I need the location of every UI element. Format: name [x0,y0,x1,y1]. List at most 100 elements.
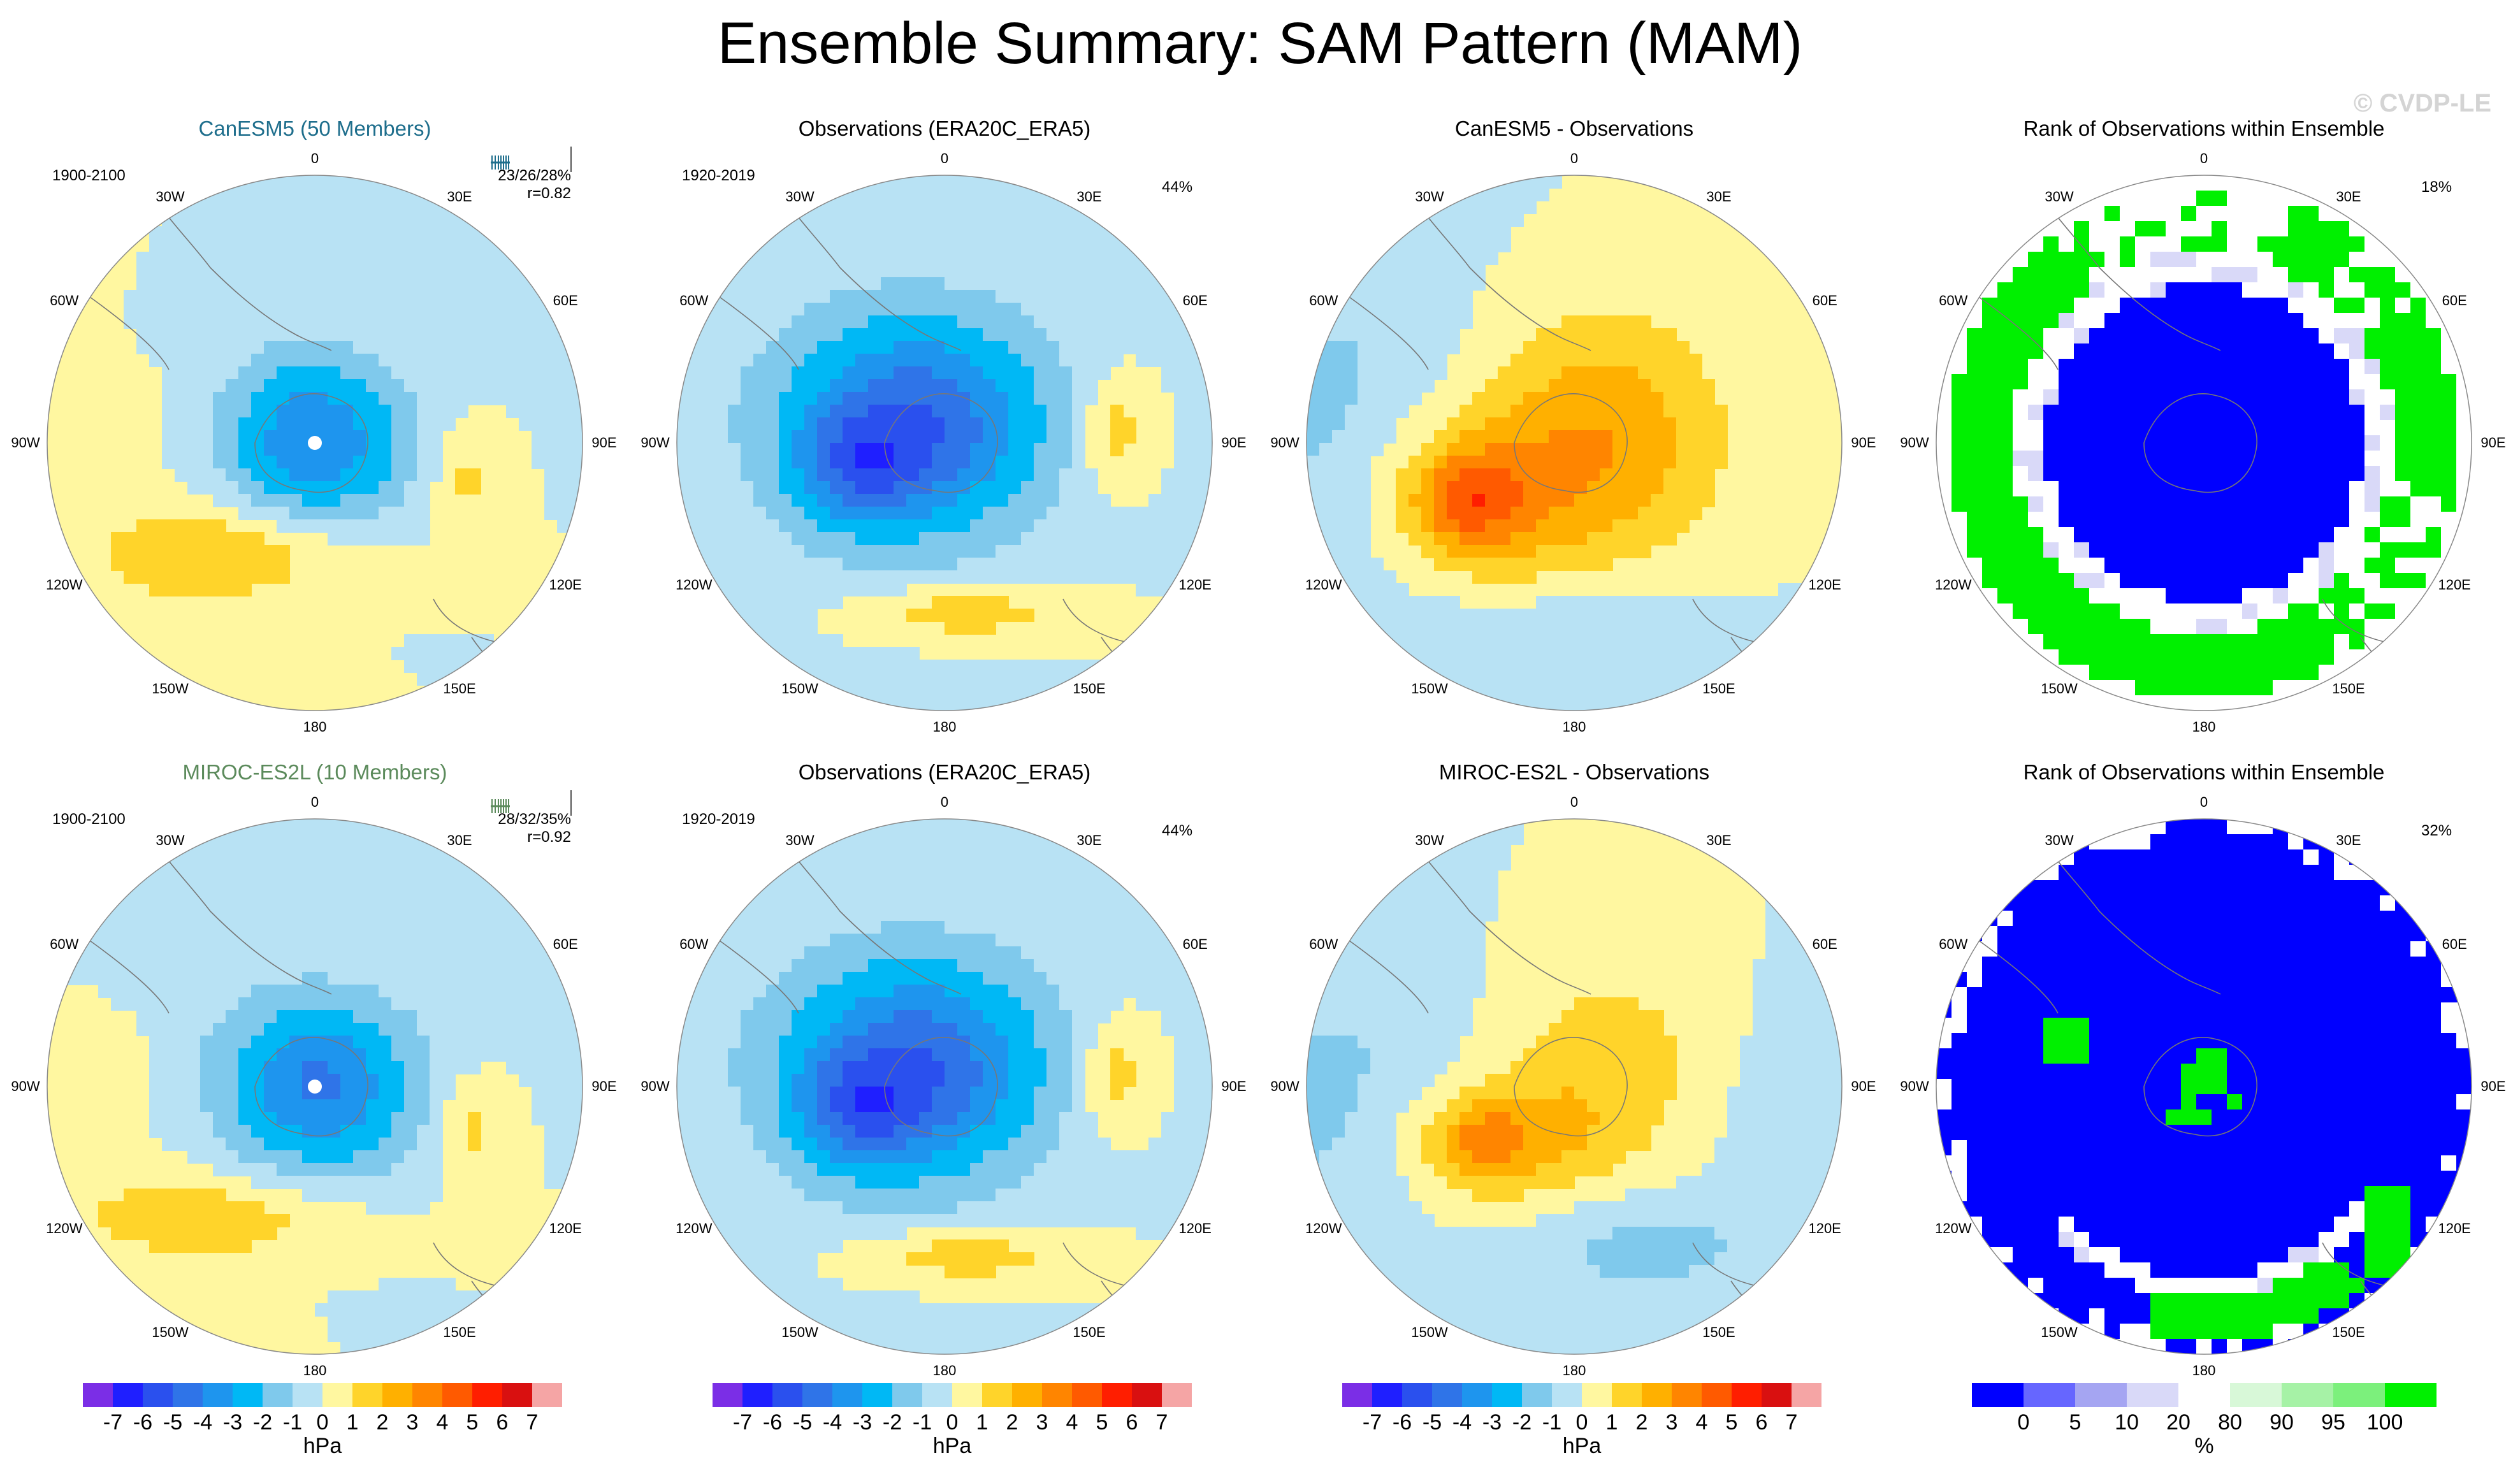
field-cell [302,303,315,316]
rank-cell [2242,619,2257,634]
field-cell [340,481,354,495]
field-cell [1370,698,1384,711]
field-cell [532,832,545,845]
field-cell [830,315,843,329]
rank-cell [2212,695,2227,711]
field-cell [983,226,996,240]
field-cell [894,468,907,482]
field-cell [1536,494,1549,507]
rank-cell [2181,542,2196,558]
rank-cell [2196,481,2212,496]
field-cell [1123,315,1136,329]
field-cell [289,239,303,252]
rank-cell [2303,573,2319,588]
field-cell [728,558,741,571]
field-cell [715,213,728,227]
field-cell [481,832,494,845]
field-cell [1485,430,1498,444]
rank-cell [2120,221,2135,236]
field-cell [1123,698,1136,711]
field-cell [226,213,239,227]
field-cell [557,647,570,660]
field-cell [715,570,728,584]
field-cell [1625,494,1639,507]
field-cell [417,832,430,845]
field-cell [315,857,328,871]
rank-cell [2196,496,2212,512]
field-cell [238,290,252,303]
field-cell [200,341,214,354]
longitude-label: 90W [1900,435,1929,451]
rank-cell [2456,451,2472,466]
field-cell [1396,405,1409,418]
field-cell [868,264,881,278]
field-cell [1008,494,1022,507]
field-cell [353,481,366,495]
field-cell [124,832,137,845]
field-cell [1536,596,1549,609]
rank-cell [2334,282,2349,298]
field-cell [481,264,494,278]
longitude-label: 30W [156,188,185,205]
field-cell [741,201,754,214]
field-cell [983,341,996,354]
rank-cell [1952,343,1967,359]
rank-cell [2028,374,2043,389]
field-cell [919,239,932,252]
field-cell [149,264,163,278]
rank-cell [2273,466,2288,481]
field-cell [1638,417,1651,431]
field-cell [1034,175,1047,189]
rank-cell [2028,619,2043,634]
field-cell [1332,417,1345,431]
field-cell [1421,647,1435,660]
rank-cell [2028,527,2043,542]
rank-cell [2395,328,2410,343]
field-cell [1370,443,1384,456]
field-cell [1110,328,1124,342]
field-cell [957,519,971,533]
field-cell [728,519,741,533]
field-cell [1625,621,1639,635]
field-cell [1587,532,1600,546]
field-cell [1676,698,1690,711]
rank-cell [2043,542,2059,558]
field-cell [792,596,805,609]
field-cell [702,417,716,431]
field-cell [1536,685,1549,698]
field-cell [1485,570,1498,584]
field-cell [328,201,341,214]
field-cell [136,264,150,278]
field-cell [1740,685,1753,698]
field-cell [804,213,818,227]
field-cell [98,857,112,871]
field-cell [1370,596,1384,609]
rank-cell [2150,558,2166,573]
period-label: 1900-2100 [52,811,126,828]
field-cell [804,379,818,393]
field-cell [970,430,983,444]
field-cell [315,494,328,507]
rank-cell [2013,389,2028,405]
field-cell [213,239,226,252]
field-cell [404,443,417,456]
field-cell [690,379,703,393]
rank-cell [2288,191,2303,206]
rank-cell [2150,389,2166,405]
rank-cell [2074,527,2089,542]
rank-cell [2426,481,2441,496]
field-cell [702,264,716,278]
field-cell [1199,213,1212,227]
field-cell [906,188,920,201]
rank-cell [1982,405,1997,420]
rank-cell [2135,236,2150,252]
field-cell [932,303,945,316]
field-cell [919,252,932,265]
field-cell [1523,519,1537,533]
field-cell [1472,417,1486,431]
field-cell [200,379,214,393]
rank-cell [2212,665,2227,680]
field-cell [996,315,1009,329]
field-cell [1059,188,1073,201]
period-label: 1900-2100 [52,167,126,184]
